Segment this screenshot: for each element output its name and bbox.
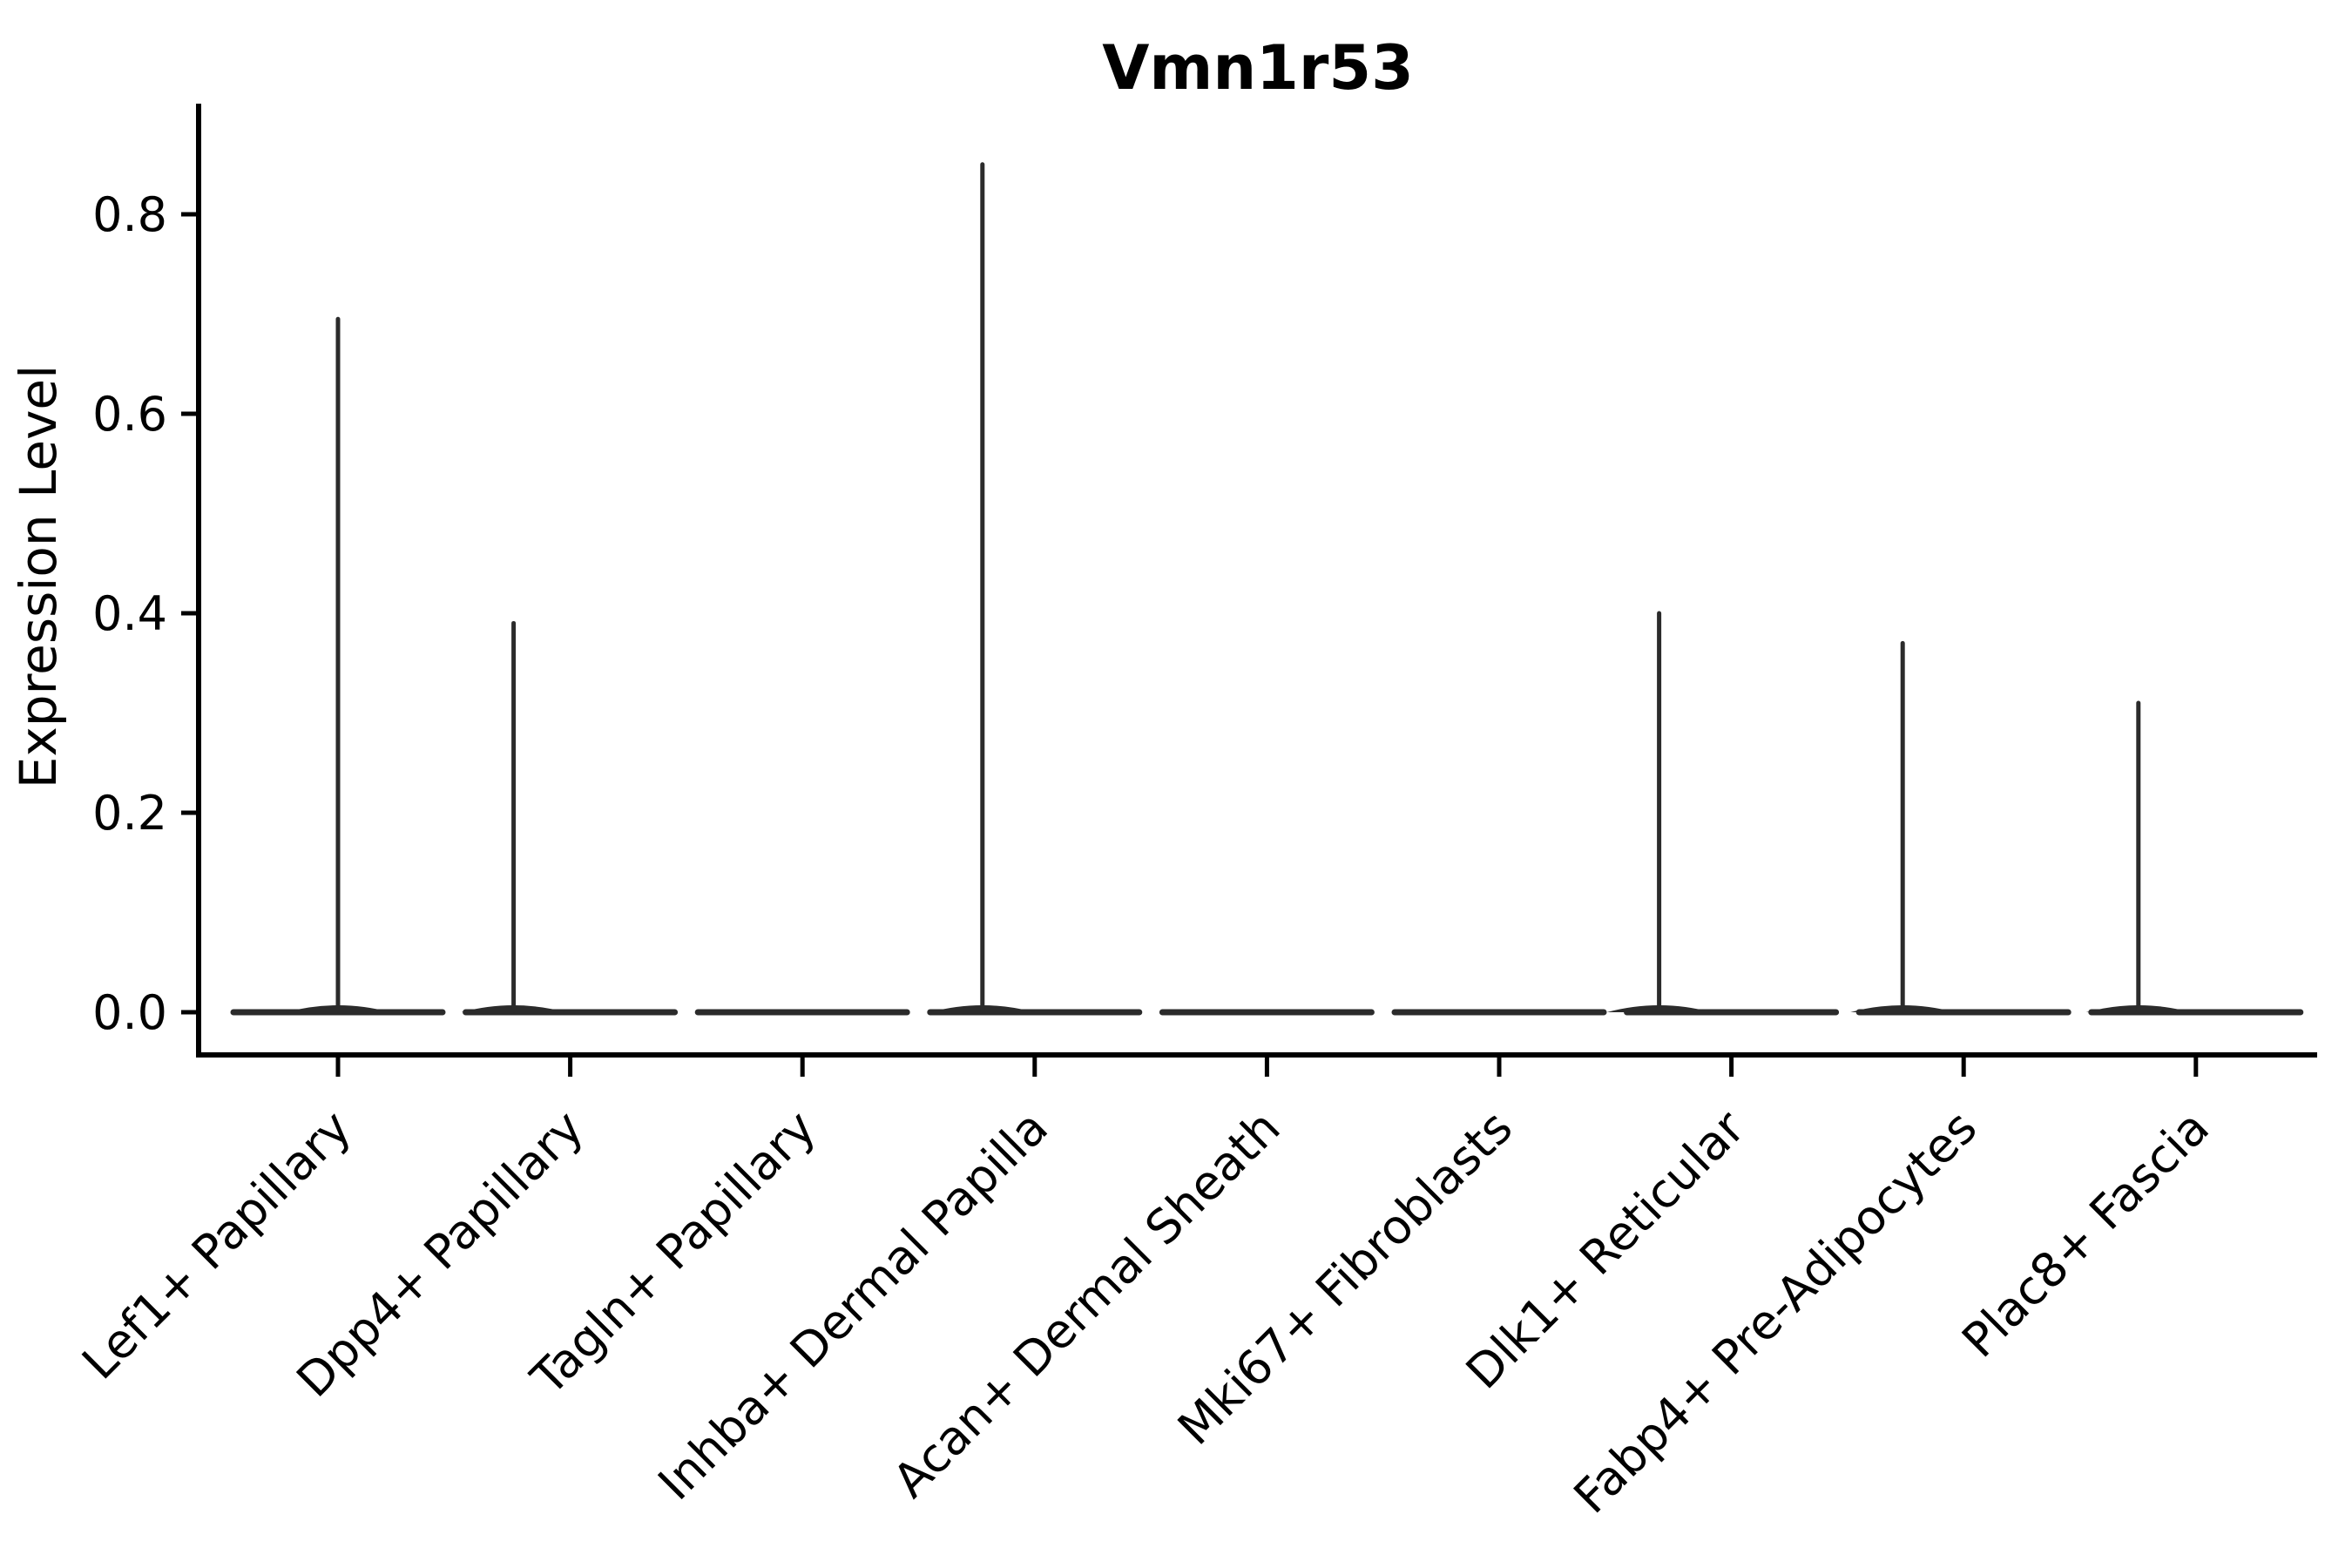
- y-tick-0.4: 0.4: [92, 586, 199, 641]
- y-tick-label: 0.4: [92, 586, 167, 641]
- y-tick-0.6: 0.6: [92, 387, 199, 442]
- x-category-label: Inhba+ Dermal Papilla: [648, 1100, 1058, 1511]
- y-tick-0.0: 0.0: [92, 985, 199, 1040]
- y-axis-label: Expression Level: [9, 365, 68, 788]
- violin-dlk1-reticular: [1606, 611, 1840, 1016]
- y-tick-label: 0.6: [92, 387, 167, 442]
- violin-inhba-dermal-papilla: [927, 162, 1143, 1016]
- x-category-label: Acan+ Dermal Sheath: [882, 1100, 1290, 1508]
- y-tick-0.8: 0.8: [92, 187, 199, 242]
- violin-fabp4-pre-adipocytes: [1850, 640, 2072, 1016]
- x-tick-plac8-fascia: Plac8+ Fascia: [1951, 1055, 2220, 1368]
- x-category-label: Fabp4+ Pre-Adipocytes: [1564, 1100, 1988, 1524]
- y-tick-label: 0.2: [92, 786, 167, 841]
- violins: [230, 162, 2304, 1016]
- x-tick-fabp4-pre-adipocytes: Fabp4+ Pre-Adipocytes: [1564, 1055, 1988, 1524]
- y-tick-label: 0.0: [92, 985, 167, 1040]
- y-tick-label: 0.8: [92, 187, 167, 242]
- x-category-label: Plac8+ Fascia: [1951, 1100, 2220, 1369]
- y-tick-0.2: 0.2: [92, 786, 199, 841]
- violin-lef1-papillary: [230, 316, 446, 1016]
- x-tick-acan-dermal-sheath: Acan+ Dermal Sheath: [882, 1055, 1291, 1508]
- x-tick-inhba-dermal-papilla: Inhba+ Dermal Papilla: [648, 1055, 1058, 1511]
- violin-plac8-fascia: [2085, 700, 2304, 1016]
- violin-dpp4-papillary: [461, 620, 679, 1016]
- x-tick-mki67-fibroblasts: Mki67+ Fibroblasts: [1167, 1055, 1523, 1456]
- chart-title: Vmn1r53: [1102, 32, 1414, 104]
- y-axis-ticks: 0.0 0.2 0.4 0.6 0.8: [92, 187, 199, 1040]
